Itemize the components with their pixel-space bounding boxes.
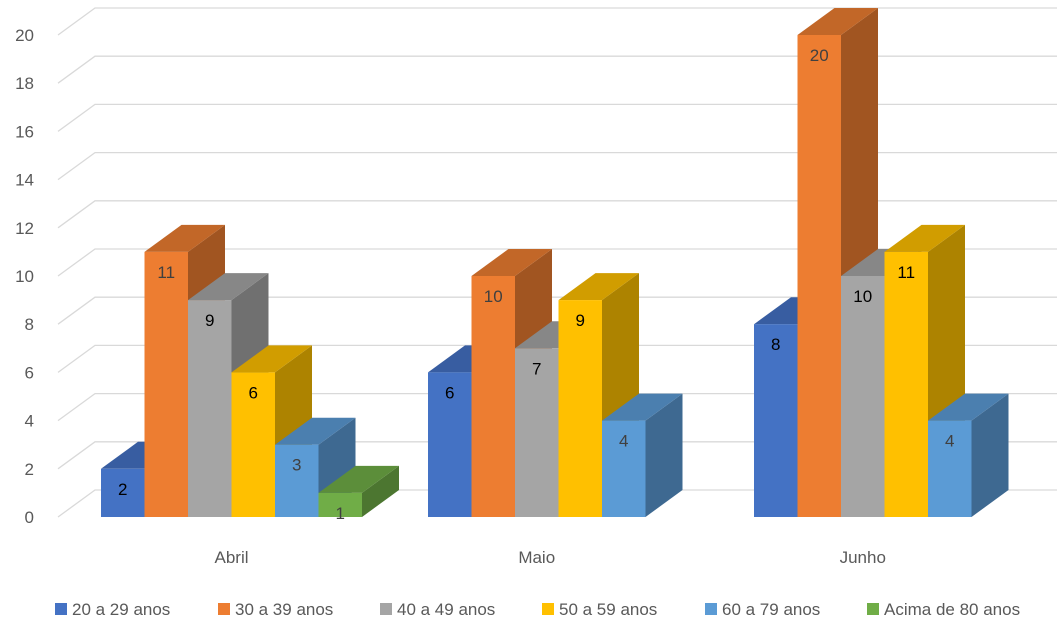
y-tick-label: 20 bbox=[15, 26, 34, 45]
bar-front bbox=[428, 372, 472, 517]
gridline bbox=[57, 392, 1057, 422]
data-labels: 2 11 9 6 3 1 6 10 7 9 4 8 20 10 11 4 bbox=[118, 46, 954, 523]
y-tick-label: 18 bbox=[15, 74, 34, 93]
y-tick-label: 14 bbox=[15, 171, 34, 190]
bar-front bbox=[754, 324, 798, 517]
bar-top bbox=[275, 417, 356, 445]
bar-top bbox=[231, 345, 312, 373]
legend-item: 20 a 29 anos bbox=[55, 600, 170, 619]
legend-label: 40 a 49 anos bbox=[397, 600, 495, 619]
bar-front bbox=[318, 492, 362, 517]
gridline bbox=[57, 248, 1057, 277]
legend-item: 30 a 39 anos bbox=[218, 600, 333, 619]
x-category-label: Junho bbox=[840, 548, 886, 567]
bar bbox=[318, 465, 399, 517]
x-category-label: Maio bbox=[518, 548, 555, 567]
gridline bbox=[57, 200, 1057, 229]
data-label: 9 bbox=[205, 311, 214, 330]
gridline bbox=[57, 151, 1057, 181]
y-tick-label: 8 bbox=[25, 315, 34, 334]
bars bbox=[101, 8, 1009, 517]
legend-item: 50 a 59 anos bbox=[542, 600, 657, 619]
legend-label: Acima de 80 anos bbox=[884, 600, 1020, 619]
y-tick-label: 16 bbox=[15, 122, 34, 141]
bar-front bbox=[797, 35, 841, 517]
legend: 20 a 29 anos 30 a 39 anos 40 a 49 anos 50 a… bbox=[55, 600, 1020, 619]
bar-front bbox=[602, 420, 646, 517]
x-axis-categories: Abril Maio Junho bbox=[214, 548, 885, 567]
y-tick-label: 6 bbox=[25, 363, 34, 382]
gridline bbox=[57, 344, 1057, 373]
legend-item: 40 a 49 anos bbox=[380, 600, 495, 619]
data-label: 6 bbox=[445, 383, 454, 402]
data-label: 1 bbox=[336, 504, 345, 523]
grid-lines bbox=[57, 7, 1057, 518]
gridline bbox=[57, 55, 1057, 84]
bar-side bbox=[645, 393, 683, 517]
data-label: 4 bbox=[945, 432, 954, 451]
y-tick-label: 12 bbox=[15, 219, 34, 238]
gridline bbox=[57, 7, 1057, 36]
legend-label: 20 a 29 anos bbox=[72, 600, 170, 619]
data-label: 10 bbox=[853, 287, 872, 306]
data-label: 11 bbox=[157, 263, 175, 282]
data-label: 2 bbox=[118, 480, 127, 499]
bar-top bbox=[602, 393, 683, 421]
data-label: 20 bbox=[810, 46, 829, 65]
y-tick-label: 10 bbox=[15, 267, 34, 286]
bar-top bbox=[144, 224, 225, 252]
data-label: 9 bbox=[576, 311, 585, 330]
bar-side bbox=[971, 393, 1009, 517]
bar-front bbox=[928, 420, 972, 517]
bar-front bbox=[884, 251, 928, 517]
bar-top bbox=[558, 273, 639, 301]
y-tick-label: 0 bbox=[25, 508, 34, 527]
x-category-label: Abril bbox=[214, 548, 248, 567]
legend-swatch bbox=[867, 603, 879, 615]
gridline bbox=[57, 441, 1057, 470]
data-label: 11 bbox=[897, 263, 915, 282]
bar-front bbox=[101, 468, 145, 517]
legend-swatch bbox=[542, 603, 554, 615]
gridline bbox=[57, 103, 1057, 132]
bar bbox=[928, 393, 1009, 517]
bar-front bbox=[515, 348, 559, 517]
gridline bbox=[57, 296, 1057, 325]
bar-front bbox=[188, 300, 232, 517]
y-tick-label: 4 bbox=[25, 412, 34, 431]
legend-swatch bbox=[705, 603, 717, 615]
bar-front bbox=[471, 276, 515, 517]
y-axis-ticks: 0 2 4 6 8 10 12 14 16 18 20 bbox=[15, 26, 34, 527]
legend-label: 60 a 79 anos bbox=[722, 600, 820, 619]
data-label: 4 bbox=[619, 432, 628, 451]
bar-front bbox=[144, 251, 188, 517]
data-label: 6 bbox=[249, 383, 258, 402]
legend-swatch bbox=[55, 603, 67, 615]
legend-label: 50 a 59 anos bbox=[559, 600, 657, 619]
legend-item: Acima de 80 anos bbox=[867, 600, 1020, 619]
y-tick-label: 2 bbox=[25, 460, 34, 479]
bar-side bbox=[362, 465, 399, 517]
data-label: 10 bbox=[484, 287, 503, 306]
bar-top bbox=[797, 8, 878, 35]
bar-front bbox=[558, 300, 602, 517]
legend-swatch bbox=[380, 603, 392, 615]
bar-front bbox=[275, 444, 319, 517]
legend-swatch bbox=[218, 603, 230, 615]
bar-front bbox=[231, 372, 275, 517]
data-label: 7 bbox=[532, 359, 541, 378]
gridline bbox=[57, 489, 1057, 518]
legend-item: 60 a 79 anos bbox=[705, 600, 820, 619]
bar-front bbox=[841, 276, 885, 517]
bar-top bbox=[884, 224, 965, 252]
bar-top bbox=[471, 249, 552, 276]
bar-top bbox=[928, 393, 1009, 421]
data-label: 8 bbox=[771, 335, 780, 354]
data-label: 3 bbox=[292, 456, 301, 475]
legend-label: 30 a 39 anos bbox=[235, 600, 333, 619]
bar-top bbox=[188, 273, 269, 301]
bar bbox=[602, 393, 683, 517]
bar-top bbox=[318, 465, 399, 493]
